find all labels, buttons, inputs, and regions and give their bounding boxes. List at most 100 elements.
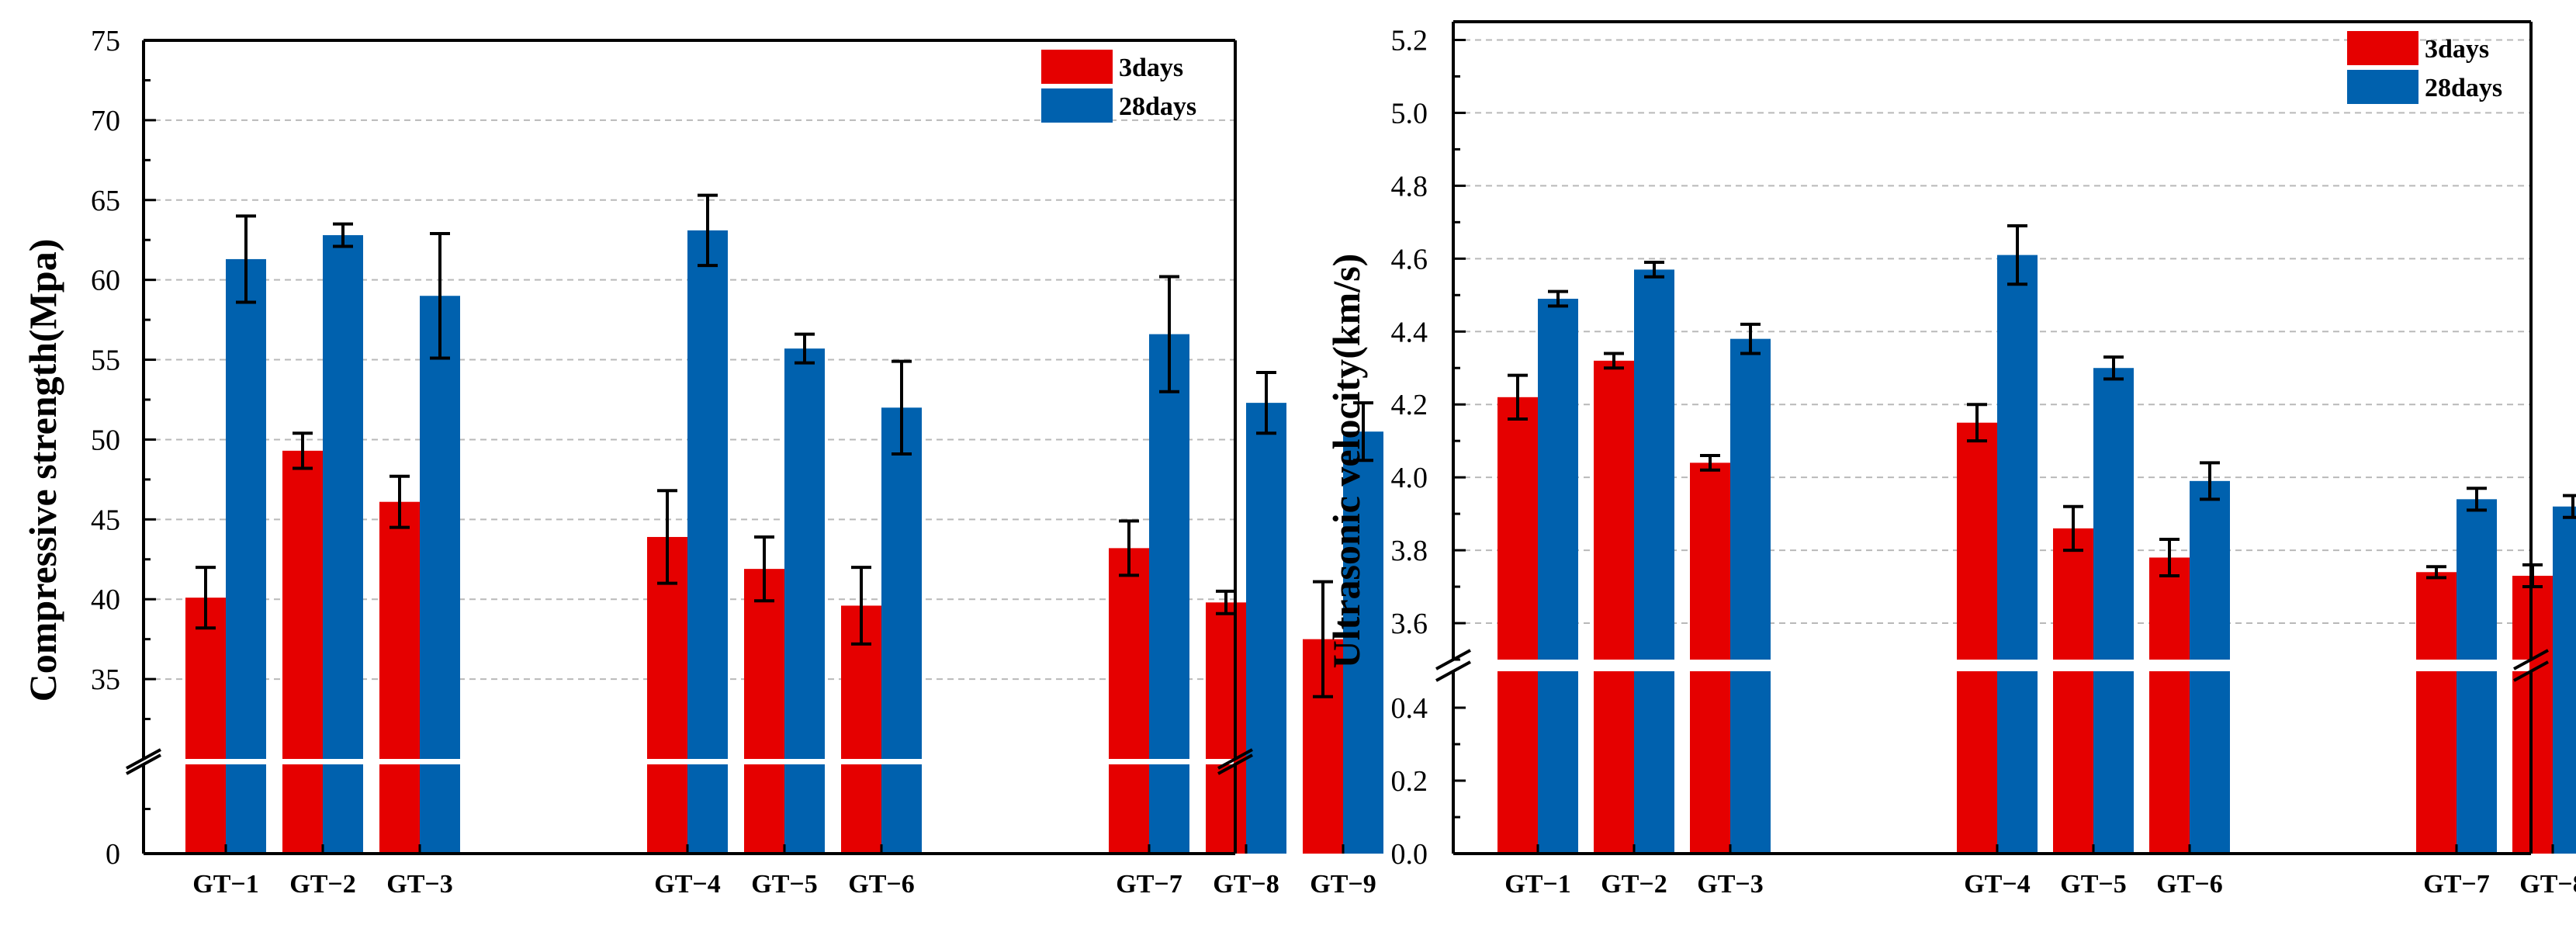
x-tick-label: GT−6 [848,870,915,899]
y-tick-label: 0.0 [1391,838,1428,871]
legend-swatch-28days [2347,70,2418,104]
error-bar-28days-2 [1644,261,1664,279]
bar-28days-8 [2553,506,2576,854]
y-tick-label: 45 [91,504,120,536]
x-tick-label: GT−8 [2519,870,2576,899]
axis-break-slash [126,748,161,770]
x-tick-label: GT−2 [1601,870,1667,899]
x-tick-label: GT−8 [1213,870,1279,899]
error-bar-3days-3 [390,474,410,529]
y-tick-label: 50 [91,424,120,456]
y-tick-label: 3.6 [1391,608,1428,640]
error-bar-3days-5 [754,535,774,603]
bar-28days-1 [1538,298,1578,854]
y-tick-label: 5.0 [1391,97,1428,130]
y-tick-label: 75 [91,25,120,57]
bar-3days-5 [2053,528,2093,854]
axis-break-gap [1455,660,2529,671]
error-bar-3days-9 [1313,580,1333,698]
bar-28days-2 [1634,269,1674,854]
error-bar-28days-3 [1740,322,1761,355]
y-tick-label: 70 [91,105,120,137]
bar-3days-7 [2416,572,2457,854]
error-bar-28days-1 [236,214,256,304]
axis-break-slash [126,754,161,775]
error-bar-3days-8 [1216,589,1236,615]
bar-3days-8 [1206,602,1246,854]
error-bar-28days-7 [1159,275,1179,393]
error-bar-3days-1 [196,566,216,630]
x-tick-label: GT−2 [289,870,356,899]
error-bar-3days-7 [2426,565,2446,580]
y-tick-label: 60 [91,265,120,297]
bar-3days-2 [1594,360,1634,854]
error-bar-28days-3 [430,231,450,360]
x-tick-label: GT−1 [1504,870,1571,899]
error-bar-3days-2 [293,431,313,470]
y-tick-label: 3.8 [1391,535,1428,567]
error-bar-28days-5 [795,332,815,365]
bar-3days-1 [1497,397,1538,854]
axis-break-slash [2513,649,2549,670]
bar-3days-4 [647,536,687,854]
error-bar-28days-6 [2200,461,2220,501]
bar-28days-7 [2457,499,2497,854]
error-bar-3days-6 [2159,537,2180,577]
bar-28days-1 [226,258,266,854]
y-tick-label: 35 [91,663,120,696]
bar-3days-4 [1957,422,1997,854]
error-bar-3days-4 [657,489,677,585]
bar-3days-2 [282,450,323,854]
x-tick-label: GT−3 [386,870,453,899]
axis-break-slash [1217,754,1253,775]
axis-break-slash [2513,660,2549,682]
bar-3days-6 [841,605,881,854]
error-bar-28days-9 [1353,401,1373,462]
x-tick-label: GT−5 [2060,870,2127,899]
bar-3days-7 [1109,548,1149,854]
y-axis-title: Ultrasonic velocity(km/s) [1324,254,1368,669]
error-bar-28days-1 [1548,289,1568,308]
axis-break-gap [145,759,1234,764]
x-tick-label: GT−7 [1116,870,1182,899]
y-axis-title: Compressive strength(Mpa) [21,239,64,702]
ultrasonic-velocity-chart: 0.0 0.2 0.4 3.6 3.8 4.0 4.2 4.4 4.6 4.8 5.0 5.2 GT−1… [1324,20,2576,899]
x-tick-label: GT−7 [2423,870,2490,899]
error-bar-28days-4 [2007,224,2027,286]
error-bar-28days-6 [892,359,912,456]
legend-swatch-3days [2347,31,2418,65]
y-tick-label: 55 [91,345,120,377]
y-tick-label: 4.0 [1391,462,1428,494]
error-bar-28days-7 [2467,487,2487,512]
compressive-strength-chart: 0 35 40 45 50 55 60 65 70 75 GT−1 GT−2 GT−3 GT−4 GT−5 G… [21,25,1383,899]
y-tick-label: 0.2 [1391,765,1428,798]
legend: 3days 28days [2347,31,2502,104]
bar-3days-1 [185,598,226,854]
bar-28days-5 [784,348,825,854]
error-bar-28days-8 [2563,494,2576,519]
x-tick-label: GT−4 [1964,870,2031,899]
legend-label-28days: 28days [1119,92,1196,121]
error-bar-3days-5 [2063,504,2083,553]
bar-3days-3 [1690,462,1730,854]
y-tick-label: 5.2 [1391,24,1428,57]
y-tick-label: 4.8 [1391,170,1428,203]
y-tick-label: 0.4 [1391,692,1428,725]
error-bar-28days-8 [1256,371,1276,435]
y-tick-label: 65 [91,185,120,217]
bar-28days-9 [1343,431,1383,854]
bar-3days-6 [2149,557,2190,854]
error-bar-3days-4 [1967,403,1987,443]
axis-break-slash [1217,748,1253,770]
error-bar-3days-1 [1508,373,1528,421]
y-tick-label: 4.2 [1391,389,1428,421]
x-tick-label: GT−9 [1310,870,1376,899]
bar-28days-3 [420,296,460,854]
y-tick-label: 40 [91,584,120,616]
x-tick-label: GT−3 [1697,870,1764,899]
bar-28days-6 [881,407,922,854]
legend-label-28days: 28days [2425,74,2502,102]
legend-swatch-28days [1041,88,1113,123]
